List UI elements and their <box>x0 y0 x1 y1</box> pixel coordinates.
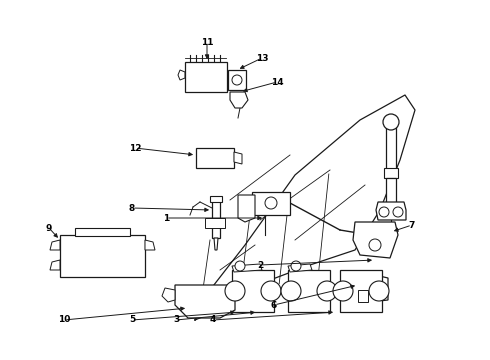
Polygon shape <box>210 196 222 202</box>
Polygon shape <box>252 192 290 215</box>
Circle shape <box>317 281 337 301</box>
Polygon shape <box>232 264 262 272</box>
Text: 13: 13 <box>256 54 268 63</box>
Polygon shape <box>384 168 398 178</box>
Bar <box>185 62 227 92</box>
Polygon shape <box>178 70 185 80</box>
Text: 12: 12 <box>129 144 141 153</box>
Polygon shape <box>386 125 396 170</box>
Circle shape <box>281 281 301 301</box>
Polygon shape <box>288 264 312 272</box>
Text: 14: 14 <box>270 77 283 86</box>
Text: 9: 9 <box>46 224 52 233</box>
Polygon shape <box>234 152 242 164</box>
Polygon shape <box>386 178 396 205</box>
Circle shape <box>235 261 245 271</box>
Bar <box>228 70 246 90</box>
Text: 2: 2 <box>257 261 263 270</box>
Circle shape <box>383 114 399 130</box>
Polygon shape <box>230 92 248 108</box>
Polygon shape <box>376 202 406 220</box>
Text: 5: 5 <box>129 315 135 324</box>
Polygon shape <box>205 218 225 228</box>
Circle shape <box>379 207 389 217</box>
Polygon shape <box>175 285 235 318</box>
Circle shape <box>232 75 242 85</box>
Text: 11: 11 <box>201 37 213 46</box>
Text: 8: 8 <box>129 203 135 212</box>
Polygon shape <box>162 288 175 302</box>
Text: 3: 3 <box>173 315 179 324</box>
Text: 1: 1 <box>163 213 169 222</box>
Polygon shape <box>214 238 218 250</box>
Bar <box>75 228 130 236</box>
Bar <box>196 148 234 168</box>
Text: 4: 4 <box>210 315 216 324</box>
Circle shape <box>369 239 381 251</box>
Polygon shape <box>232 270 274 312</box>
Circle shape <box>393 207 403 217</box>
Circle shape <box>265 197 277 209</box>
Polygon shape <box>238 195 255 222</box>
Circle shape <box>369 281 389 301</box>
Polygon shape <box>355 275 388 302</box>
Polygon shape <box>288 270 330 312</box>
Text: 10: 10 <box>58 315 70 324</box>
Polygon shape <box>212 200 220 238</box>
Circle shape <box>333 281 353 301</box>
Bar <box>60 235 145 277</box>
Polygon shape <box>358 290 368 302</box>
Circle shape <box>261 281 281 301</box>
Text: 6: 6 <box>271 301 277 310</box>
Polygon shape <box>145 240 155 250</box>
Circle shape <box>225 281 245 301</box>
Polygon shape <box>340 270 382 312</box>
Polygon shape <box>50 260 60 270</box>
Polygon shape <box>353 222 398 258</box>
Polygon shape <box>50 240 60 250</box>
Circle shape <box>291 261 301 271</box>
Text: 7: 7 <box>409 220 415 230</box>
